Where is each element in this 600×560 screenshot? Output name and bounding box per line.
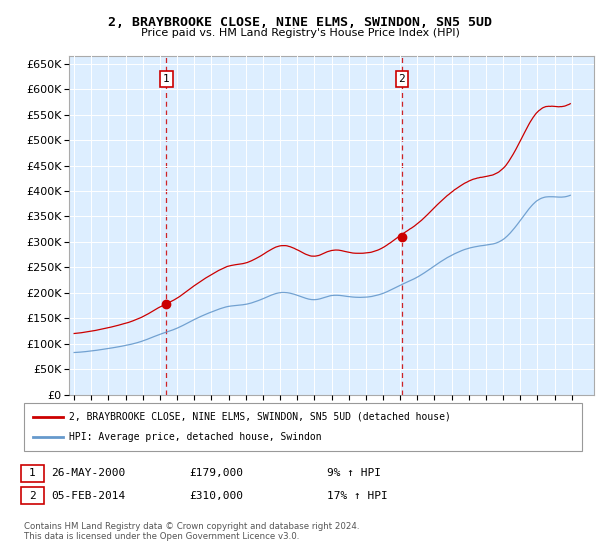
Text: 2: 2 [29, 491, 36, 501]
Text: 26-MAY-2000: 26-MAY-2000 [51, 468, 125, 478]
Text: 1: 1 [163, 74, 170, 84]
Text: 1: 1 [29, 468, 36, 478]
Text: 2, BRAYBROOKE CLOSE, NINE ELMS, SWINDON, SN5 5UD (detached house): 2, BRAYBROOKE CLOSE, NINE ELMS, SWINDON,… [69, 412, 451, 422]
Text: 17% ↑ HPI: 17% ↑ HPI [327, 491, 388, 501]
Text: 2: 2 [398, 74, 405, 84]
Text: £310,000: £310,000 [189, 491, 243, 501]
Text: 9% ↑ HPI: 9% ↑ HPI [327, 468, 381, 478]
Text: 2, BRAYBROOKE CLOSE, NINE ELMS, SWINDON, SN5 5UD: 2, BRAYBROOKE CLOSE, NINE ELMS, SWINDON,… [108, 16, 492, 29]
Text: HPI: Average price, detached house, Swindon: HPI: Average price, detached house, Swin… [69, 432, 322, 442]
Text: Contains HM Land Registry data © Crown copyright and database right 2024.
This d: Contains HM Land Registry data © Crown c… [24, 522, 359, 542]
Text: 05-FEB-2014: 05-FEB-2014 [51, 491, 125, 501]
Text: £179,000: £179,000 [189, 468, 243, 478]
Text: Price paid vs. HM Land Registry's House Price Index (HPI): Price paid vs. HM Land Registry's House … [140, 28, 460, 38]
